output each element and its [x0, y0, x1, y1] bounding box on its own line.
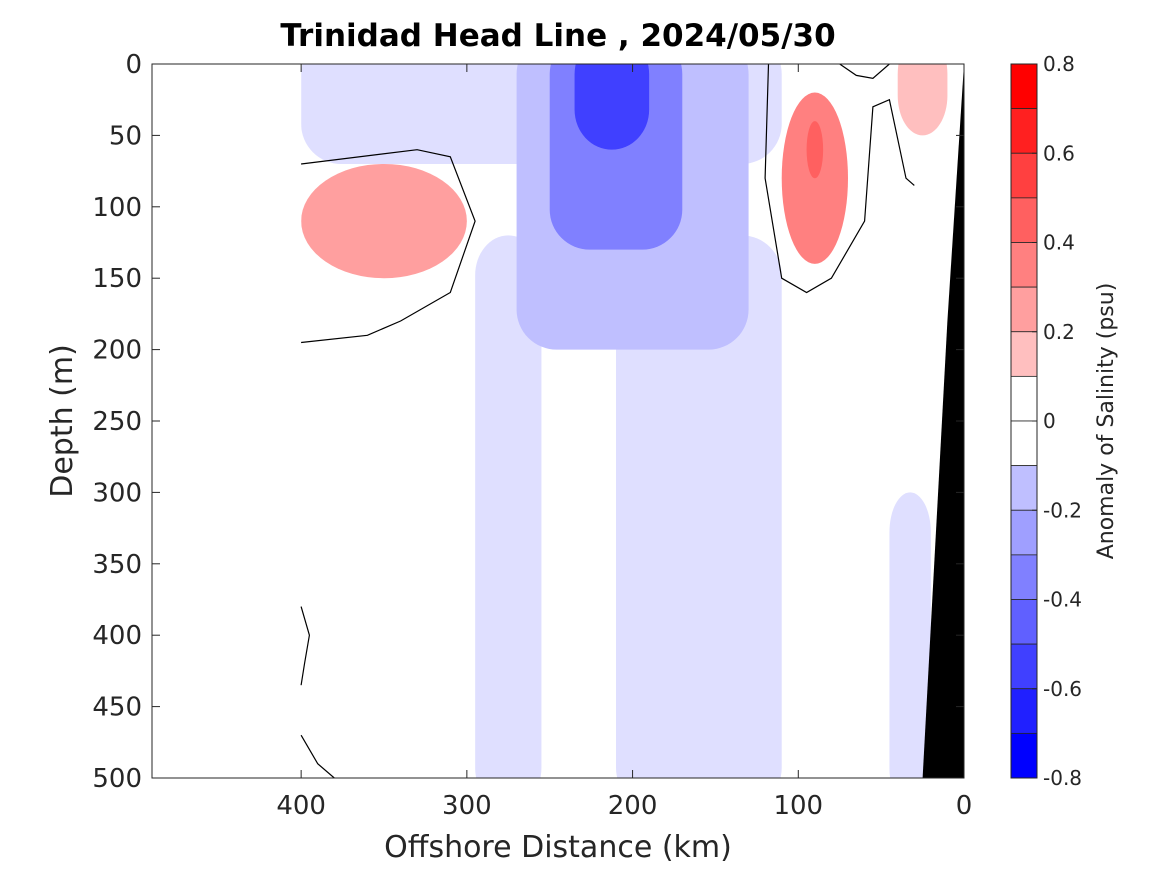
- zero-contour-line: [301, 149, 476, 344]
- colorbar-band: [1010, 286, 1038, 333]
- zero-contour-line: [764, 64, 915, 294]
- y-tick-label: 400: [92, 621, 142, 651]
- land-mask: [922, 64, 964, 778]
- colorbar-band: [1010, 63, 1038, 110]
- positive-anomaly-region: [897, 64, 948, 136]
- y-tick-label: 200: [92, 336, 142, 366]
- colorbar-tick-label: -0.6: [1043, 677, 1082, 701]
- y-tick-label: 100: [92, 193, 142, 223]
- y-tick-label: 300: [92, 478, 142, 508]
- x-tick-label: 400: [276, 791, 326, 821]
- contour-fill-layer: [152, 64, 948, 778]
- y-tick-label: 0: [125, 50, 142, 80]
- colorbar-band: [1010, 108, 1038, 154]
- colorbar-label: Anomaly of Salinity (psu): [1094, 283, 1119, 560]
- colorbar-tick-label: -0.4: [1043, 588, 1082, 612]
- colorbar-band: [1010, 509, 1038, 556]
- negative-anomaly-region: [475, 235, 542, 778]
- colorbar-tick-label: 0.2: [1043, 320, 1075, 344]
- zero-contour-line: [300, 734, 335, 778]
- colorbar: 0.8 0.6 0.4 0.2 0 -0.2 -0.4 -0.6 -0.8: [1010, 52, 1082, 790]
- y-tick-label: 450: [92, 693, 142, 723]
- colorbar-tick-label: -0.2: [1043, 498, 1082, 522]
- y-tick-label: 500: [92, 764, 142, 794]
- zero-contour-line: [300, 606, 311, 686]
- y-tick-label: 250: [92, 407, 142, 437]
- y-tick-label: 150: [92, 264, 142, 294]
- colorbar-band: [1010, 242, 1038, 288]
- x-tick-label: 300: [442, 791, 492, 821]
- colorbar-tick-label: 0.8: [1043, 52, 1075, 76]
- colorbar-band: [1010, 375, 1038, 422]
- colorbar-band: [1010, 554, 1038, 600]
- colorbar-tick-label: 0: [1043, 409, 1056, 433]
- x-tick-label: 0: [956, 791, 973, 821]
- x-axis-label: Offshore Distance (km): [384, 830, 732, 865]
- zero-contour-line: [839, 64, 890, 79]
- negative-anomaly-region: [889, 492, 931, 778]
- colorbar-band: [1010, 331, 1038, 377]
- x-tick-label: 100: [773, 791, 823, 821]
- positive-anomaly-region: [781, 92, 848, 264]
- colorbar-band: [1010, 732, 1038, 779]
- x-axis: 400 300 200 100 0: [276, 64, 972, 821]
- y-tick-label: 50: [109, 121, 142, 151]
- colorbar-band: [1010, 465, 1038, 511]
- no-data-region: [152, 64, 302, 778]
- negative-anomaly-region: [574, 64, 650, 150]
- y-axis-label: Depth (m): [45, 344, 80, 498]
- colorbar-tick-label: 0.4: [1043, 231, 1075, 255]
- land-mask-layer: [922, 64, 964, 778]
- negative-anomaly-region: [616, 235, 782, 778]
- colorbar-band: [1010, 152, 1038, 199]
- colorbar-band: [1010, 643, 1038, 690]
- colorbar-tick-label: -0.8: [1043, 766, 1082, 790]
- zero-contour-lines: [300, 64, 915, 778]
- y-tick-label: 350: [92, 550, 142, 580]
- positive-anomaly-region: [806, 121, 824, 179]
- colorbar-band: [1010, 197, 1038, 243]
- colorbar-tick-label: 0.6: [1043, 141, 1075, 165]
- x-tick-label: 200: [608, 791, 658, 821]
- positive-anomaly-region: [301, 163, 467, 279]
- y-axis: 0 50 100 150 200 250 300 350 400 450 500: [92, 50, 964, 794]
- colorbar-band: [1010, 599, 1038, 645]
- colorbar-band: [1010, 688, 1038, 734]
- colorbar-band: [1010, 420, 1038, 467]
- chart-title: Trinidad Head Line , 2024/05/30: [280, 18, 835, 54]
